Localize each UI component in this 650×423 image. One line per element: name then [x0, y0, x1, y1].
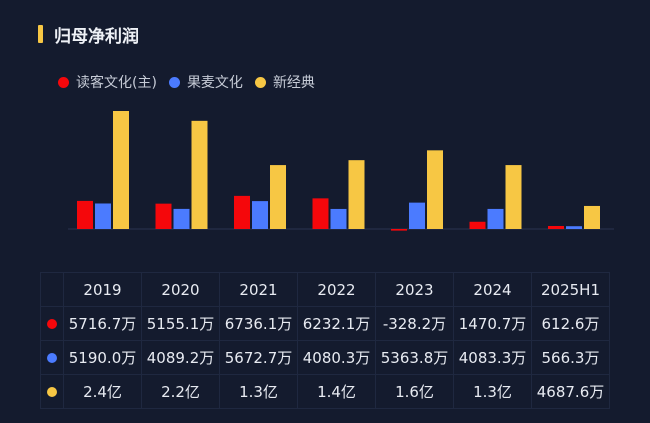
value-cell: 612.6万 — [531, 306, 610, 341]
legend-dot-blue — [168, 76, 180, 88]
bar-2024-1 — [487, 208, 504, 229]
corner-cell — [40, 272, 64, 307]
header-cell: 2025H1 — [531, 272, 610, 307]
bar-2020-1 — [173, 208, 190, 229]
header-cell: 2023 — [375, 272, 454, 307]
header-cell: 2022 — [297, 272, 376, 307]
bar-2021-1 — [252, 201, 268, 229]
bar-2023-0 — [391, 229, 407, 231]
bar-2021-2 — [270, 165, 286, 229]
value-cell: -328.2万 — [375, 306, 454, 341]
bar-2019-0 — [77, 200, 93, 229]
legend-label: 果麦文化 — [186, 75, 243, 91]
legend-dot-yellow — [254, 76, 266, 88]
legend-dot-red — [58, 76, 69, 88]
header-cell: 2021 — [219, 272, 298, 307]
bar-2023-1 — [409, 202, 425, 229]
bar-2020-2 — [191, 120, 208, 229]
value-cell: 2.4亿 — [63, 374, 142, 409]
bar-chart — [68, 111, 614, 231]
series-dot — [47, 352, 57, 363]
value-cell: 6736.1万 — [219, 306, 298, 341]
data-table: 2019 2020 2021 2022 2023 2024 2025H1 5716.7万 515… — [40, 272, 610, 409]
value-cell: 4687.6万 — [531, 374, 610, 409]
value-cell: 1.3亿 — [453, 374, 532, 409]
table-row: 5190.0万 4089.2万 5672.7万 4080.3万 5363.8万 4083.… — [40, 340, 610, 375]
value-cell: 4080.3万 — [297, 340, 376, 375]
legend-item: 新经典 — [254, 72, 315, 92]
value-cell: 4083.3万 — [453, 340, 532, 375]
title-accent-bar — [38, 25, 43, 43]
bar-2022-2 — [348, 160, 365, 229]
chart-title: 归母净利润 — [54, 27, 139, 47]
value-cell: 2.2亿 — [141, 374, 220, 409]
series-marker-cell — [40, 340, 64, 375]
bar-2025H1-1 — [566, 226, 582, 229]
header-cell: 2020 — [141, 272, 220, 307]
value-cell: 5190.0万 — [63, 340, 142, 375]
bar-2019-2 — [113, 111, 129, 229]
header-cell: 2019 — [63, 272, 142, 307]
bar-2024-0 — [469, 221, 486, 229]
table-row: 2.4亿 2.2亿 1.3亿 1.4亿 1.6亿 1.3亿 4687.6万 — [40, 374, 610, 409]
legend-item: 读客文化(主) — [58, 72, 157, 92]
table-row: 5716.7万 5155.1万 6736.1万 6232.1万 -328.2万 1470.… — [40, 306, 610, 341]
value-cell: 5716.7万 — [63, 306, 142, 341]
table-header-row: 2019 2020 2021 2022 2023 2024 2025H1 — [40, 272, 610, 307]
value-cell: 1.3亿 — [219, 374, 298, 409]
bar-2020-0 — [155, 203, 172, 229]
value-cell: 5672.7万 — [219, 340, 298, 375]
series-dot — [47, 318, 57, 329]
bar-2021-0 — [234, 195, 250, 229]
value-cell: 5155.1万 — [141, 306, 220, 341]
value-cell: 1470.7万 — [453, 306, 532, 341]
value-cell: 4089.2万 — [141, 340, 220, 375]
series-dot — [47, 386, 57, 397]
value-cell: 1.4亿 — [297, 374, 376, 409]
legend-item: 果麦文化 — [168, 72, 243, 92]
value-cell: 566.3万 — [531, 340, 610, 375]
bar-2019-1 — [95, 203, 111, 229]
value-cell: 6232.1万 — [297, 306, 376, 341]
legend-label: 读客文化(主) — [76, 75, 157, 91]
series-marker-cell — [40, 306, 64, 341]
bar-2022-0 — [312, 198, 329, 229]
value-cell: 5363.8万 — [375, 340, 454, 375]
bar-2024-2 — [505, 165, 522, 229]
value-cell: 1.6亿 — [375, 374, 454, 409]
bar-2022-1 — [330, 208, 347, 229]
bar-2023-2 — [427, 150, 443, 229]
bar-2025H1-0 — [548, 225, 564, 229]
bar-2025H1-2 — [584, 205, 600, 229]
legend-label: 新经典 — [272, 75, 315, 91]
legend: 读客文化(主) 果麦文化 新经典 — [58, 72, 327, 92]
header-cell: 2024 — [453, 272, 532, 307]
series-marker-cell — [40, 374, 64, 409]
